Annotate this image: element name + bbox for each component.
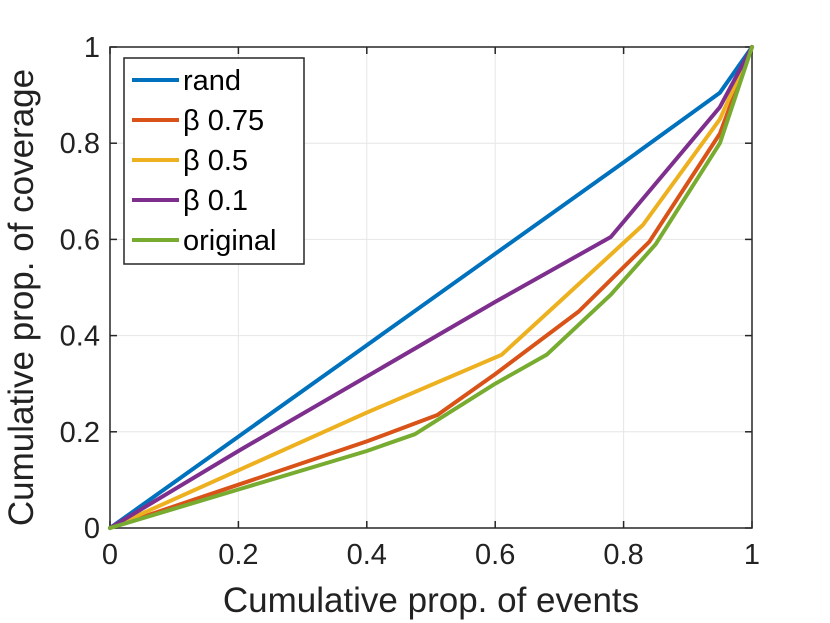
x-tick-label: 0.6 bbox=[475, 539, 515, 571]
series-line--0-5 bbox=[108, 45, 754, 530]
x-tick-label: 0 bbox=[102, 539, 118, 571]
y-tick-label: 0.8 bbox=[60, 128, 100, 160]
y-tick-label: 1 bbox=[84, 32, 100, 64]
axis-ticks: 0 0.2 0.4 0.6 0.8 1 0 0.2 0.4 0.6 0.8 1 bbox=[60, 32, 760, 571]
series-line-original bbox=[108, 45, 754, 530]
series-line--0-75 bbox=[108, 45, 754, 530]
plot-area-frame bbox=[109, 46, 753, 529]
data-series bbox=[108, 45, 754, 530]
legend-label: β 0.75 bbox=[183, 105, 264, 137]
y-tick-label: 0.4 bbox=[60, 321, 100, 353]
y-tick-label: 0.6 bbox=[60, 224, 100, 256]
x-tick-label: 1 bbox=[744, 539, 760, 571]
x-tick-label: 0.4 bbox=[347, 539, 387, 571]
legend-label: β 0.5 bbox=[183, 145, 248, 177]
legend: rand β 0.75 β 0.5 β 0.1 original bbox=[123, 57, 305, 265]
y-tick-label: 0 bbox=[84, 513, 100, 545]
series-line--0-1 bbox=[108, 45, 754, 530]
x-axis-label: Cumulative prop. of events bbox=[223, 581, 639, 620]
y-axis-label: Cumulative prop. of coverage bbox=[2, 69, 41, 526]
legend-label: β 0.1 bbox=[183, 185, 248, 217]
y-tick-label: 0.2 bbox=[60, 417, 100, 449]
x-tick-label: 0.2 bbox=[218, 539, 258, 571]
series-line-rand bbox=[108, 45, 754, 530]
legend-label: rand bbox=[183, 65, 241, 97]
legend-label: original bbox=[183, 225, 277, 257]
x-tick-label: 0.8 bbox=[603, 539, 643, 571]
